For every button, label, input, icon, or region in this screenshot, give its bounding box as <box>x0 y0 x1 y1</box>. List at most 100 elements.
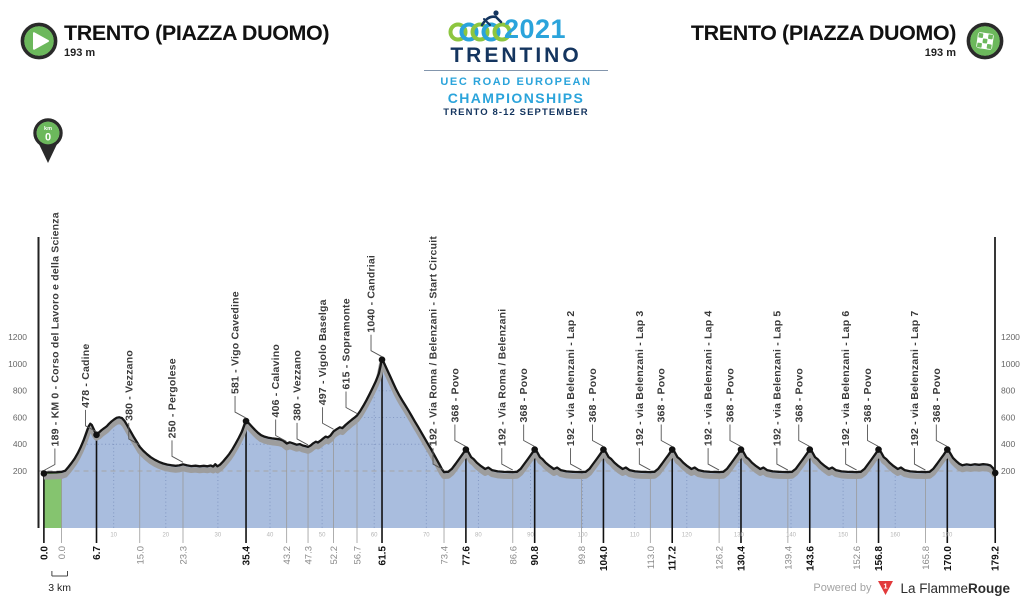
svg-text:192 - Via Roma / Belenzani: 192 - Via Roma / Belenzani <box>496 309 508 446</box>
svg-text:400: 400 <box>1001 439 1015 449</box>
svg-text:120: 120 <box>682 533 693 539</box>
logo-divider <box>424 70 608 71</box>
svg-text:130: 130 <box>734 533 745 539</box>
svg-text:60: 60 <box>371 533 378 539</box>
logo-line3: TRENTO 8-12 SEPTEMBER <box>443 107 589 118</box>
km-tick-labels: 0.0 0.0 6.7 15.0 23.3 35.4 43.2 47.3 52.2 56.7 61.… <box>39 546 1001 571</box>
logo-region: TRENTINO <box>450 44 582 67</box>
svg-text:200: 200 <box>13 466 27 476</box>
svg-text:86.6: 86.6 <box>508 546 519 565</box>
distance-scale-label: 3 km <box>48 582 71 594</box>
svg-text:100: 100 <box>578 533 589 539</box>
svg-text:117.2: 117.2 <box>668 546 679 571</box>
svg-text:99.8: 99.8 <box>577 546 588 565</box>
svg-text:165.8: 165.8 <box>921 546 932 570</box>
svg-text:23.3: 23.3 <box>178 546 189 565</box>
svg-text:52.2: 52.2 <box>329 546 340 565</box>
svg-text:368 - Povo: 368 - Povo <box>862 368 874 423</box>
svg-text:160: 160 <box>890 533 901 539</box>
svg-text:380 - Vezzano: 380 - Vezzano <box>292 350 304 421</box>
svg-text:139.4: 139.4 <box>783 546 794 570</box>
svg-text:1000: 1000 <box>8 359 27 369</box>
svg-text:104.0: 104.0 <box>599 546 610 571</box>
svg-text:368 - Povo: 368 - Povo <box>724 368 736 423</box>
svg-text:192 - Via Roma / Belenzani - S: 192 - Via Roma / Belenzani - Start Circu… <box>428 236 440 446</box>
svg-text:152.6: 152.6 <box>852 546 863 570</box>
waypoint-labels: 189 - KM 0 - Corso del Lavoro e della Sc… <box>43 212 948 471</box>
svg-text:156.8: 156.8 <box>874 546 885 571</box>
svg-text:1040 - Candriai: 1040 - Candriai <box>366 255 378 333</box>
svg-text:10: 10 <box>110 533 117 539</box>
svg-text:15.0: 15.0 <box>135 546 146 565</box>
svg-text:200: 200 <box>1001 466 1015 476</box>
svg-text:406 - Calavino: 406 - Calavino <box>270 344 282 417</box>
powered-by-label: Powered by <box>813 582 872 594</box>
svg-text:1000: 1000 <box>1001 359 1020 369</box>
minor-km-labels: 10 20 30 40 50 60 70 80 90 100 110 120 130 140 150 160 1… <box>110 533 953 539</box>
svg-text:800: 800 <box>13 386 27 396</box>
start-play-icon <box>20 22 58 60</box>
footer-credit: Powered by 1 La FlammeRouge <box>813 580 1010 596</box>
svg-text:90.8: 90.8 <box>530 546 541 566</box>
svg-text:30: 30 <box>215 533 222 539</box>
svg-text:368 - Povo: 368 - Povo <box>518 368 530 423</box>
finish-checkered-icon <box>966 22 1004 60</box>
svg-text:130.4: 130.4 <box>736 546 747 571</box>
svg-text:35.4: 35.4 <box>242 546 253 566</box>
rings-and-cyclist-icon <box>448 10 512 42</box>
svg-text:0.0: 0.0 <box>39 546 50 560</box>
svg-text:192 - via Belenzani - Lap 2: 192 - via Belenzani - Lap 2 <box>565 311 577 447</box>
svg-text:581 - Vigo Cavedine: 581 - Vigo Cavedine <box>230 291 242 394</box>
svg-text:50: 50 <box>319 533 326 539</box>
km-zero-pin-icon: km 0 <box>33 118 63 163</box>
svg-text:90: 90 <box>527 533 534 539</box>
start-location-title: TRENTO (PIAZZA DUOMO) <box>64 21 330 45</box>
svg-text:0.0: 0.0 <box>57 546 68 559</box>
svg-text:126.2: 126.2 <box>715 546 726 570</box>
svg-text:80: 80 <box>475 533 482 539</box>
svg-text:368 - Povo: 368 - Povo <box>587 368 599 423</box>
svg-text:170.0: 170.0 <box>943 546 954 571</box>
finish-location-title: TRENTO (PIAZZA DUOMO) <box>690 21 957 45</box>
event-logo: 2021 TRENTINO UEC ROAD EUROPEAN CHAMPION… <box>396 6 636 118</box>
svg-text:1200: 1200 <box>8 332 27 342</box>
svg-text:368 - Povo: 368 - Povo <box>931 368 943 423</box>
svg-text:192 - via Belenzani - Lap 5: 192 - via Belenzani - Lap 5 <box>771 311 783 447</box>
svg-text:368 - Povo: 368 - Povo <box>449 368 461 423</box>
svg-text:43.2: 43.2 <box>282 546 293 565</box>
svg-text:1200: 1200 <box>1001 332 1020 342</box>
svg-text:113.0: 113.0 <box>646 546 657 569</box>
profile-shadow-band <box>43 360 998 480</box>
svg-text:140: 140 <box>786 533 797 539</box>
svg-text:192 - via Belenzani - Lap 6: 192 - via Belenzani - Lap 6 <box>840 311 852 447</box>
logo-line1: UEC ROAD EUROPEAN <box>440 76 592 88</box>
start-location-block: TRENTO (PIAZZA DUOMO) 193 m <box>64 21 330 59</box>
svg-text:0: 0 <box>45 132 51 144</box>
svg-text:400: 400 <box>13 439 27 449</box>
finish-location-elevation: 193 m <box>924 47 956 59</box>
la-flamme-rouge-brand: La FlammeRouge <box>900 581 1010 596</box>
svg-text:61.5: 61.5 <box>378 546 389 566</box>
svg-text:20: 20 <box>162 533 169 539</box>
svg-text:1: 1 <box>884 582 888 591</box>
svg-text:478 - Cadine: 478 - Cadine <box>80 344 92 408</box>
svg-text:600: 600 <box>1001 412 1015 422</box>
svg-text:380 - Vezzano: 380 - Vezzano <box>123 350 135 421</box>
svg-text:189 - KM 0 - Corso del Lavoro: 189 - KM 0 - Corso del Lavoro e della Sc… <box>49 212 61 446</box>
key-point-dots <box>40 356 999 477</box>
svg-text:40: 40 <box>267 533 274 539</box>
svg-text:192 - via Belenzani - Lap 4: 192 - via Belenzani - Lap 4 <box>703 311 715 447</box>
distance-scale-bracket <box>51 571 68 577</box>
svg-text:615 - Sopramonte: 615 - Sopramonte <box>341 298 353 389</box>
elevation-area <box>43 358 996 528</box>
svg-text:73.4: 73.4 <box>440 546 451 565</box>
svg-text:143.6: 143.6 <box>805 546 816 571</box>
svg-text:70: 70 <box>423 533 430 539</box>
brand-regular: La Flamme <box>900 580 968 596</box>
svg-text:192 - via Belenzani - Lap 3: 192 - via Belenzani - Lap 3 <box>634 311 646 447</box>
svg-text:368 - Povo: 368 - Povo <box>656 368 668 423</box>
waypoint-vertical-lines <box>43 358 997 543</box>
svg-text:250 - Pergolese: 250 - Pergolese <box>166 358 178 438</box>
svg-text:110: 110 <box>630 533 640 539</box>
